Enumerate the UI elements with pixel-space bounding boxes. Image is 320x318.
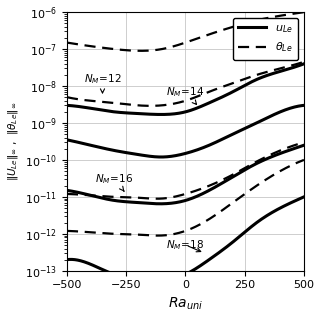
Y-axis label: $\|U_{Le}\|_\infty$ ,  $\|\theta_{Le}\|_\infty$: $\|U_{Le}\|_\infty$ , $\|\theta_{Le}\|_\… [5,102,20,181]
Text: $N_M\!=\!16$: $N_M\!=\!16$ [95,172,134,191]
X-axis label: $\mathbf{\mathit{Ra}}_{uni}$: $\mathbf{\mathit{Ra}}_{uni}$ [168,296,203,313]
Legend: $u_{Le}$, $\theta_{Le}$: $u_{Le}$, $\theta_{Le}$ [233,18,298,60]
Text: $N_M\!=\!12$: $N_M\!=\!12$ [84,73,121,93]
Text: $N_M\!=\!18$: $N_M\!=\!18$ [166,238,205,252]
Text: $N_M\!=\!14$: $N_M\!=\!14$ [166,85,205,104]
